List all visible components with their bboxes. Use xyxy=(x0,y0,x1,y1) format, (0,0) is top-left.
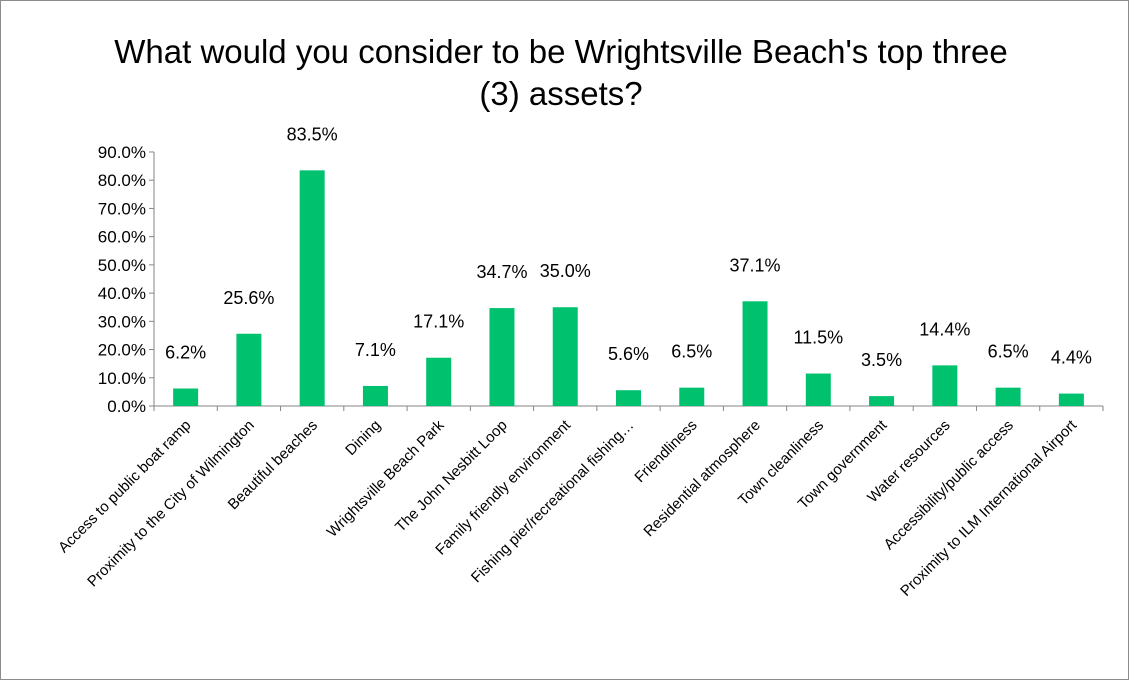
data-label: 6.5% xyxy=(988,342,1029,362)
data-label: 34.7% xyxy=(476,262,527,282)
category-label: Dining xyxy=(342,417,384,459)
data-label: 3.5% xyxy=(861,350,902,370)
y-tick-label: 10.0% xyxy=(98,369,146,388)
bar xyxy=(995,387,1021,406)
category-label: Accessibility/public access xyxy=(881,417,1017,553)
bar xyxy=(489,308,515,406)
y-tick-label: 50.0% xyxy=(98,256,146,275)
data-label: 83.5% xyxy=(287,124,338,144)
bar xyxy=(742,301,768,406)
bar xyxy=(679,387,705,406)
bar xyxy=(299,170,325,406)
category-label: Residential atmosphere xyxy=(640,417,763,540)
category-label: The John Nesbitt Loop xyxy=(392,417,511,536)
category-label: Access to public boat ramp xyxy=(55,417,194,556)
y-tick-label: 20.0% xyxy=(98,341,146,360)
bar xyxy=(1058,393,1084,406)
bar xyxy=(173,388,199,406)
y-tick-label: 80.0% xyxy=(98,171,146,190)
chart-title: What would you consider to be Wrightsvil… xyxy=(114,33,1008,112)
bar xyxy=(869,396,895,406)
y-tick-label: 30.0% xyxy=(98,312,146,331)
data-label: 6.5% xyxy=(671,342,712,362)
bar xyxy=(362,385,388,406)
bar xyxy=(616,390,641,406)
data-label: 37.1% xyxy=(730,255,781,275)
bar xyxy=(805,373,831,406)
data-label: 17.1% xyxy=(413,312,464,332)
y-tick-label: 0.0% xyxy=(107,397,146,416)
data-label: 35.0% xyxy=(540,261,591,281)
category-label: Wrightsville Beach Park xyxy=(324,416,448,540)
bar xyxy=(552,307,578,406)
bar xyxy=(426,357,452,406)
bar xyxy=(236,333,262,406)
y-tick-label: 90.0% xyxy=(98,143,146,162)
data-label: 7.1% xyxy=(355,340,396,360)
data-label: 14.4% xyxy=(919,319,970,339)
y-tick-label: 40.0% xyxy=(98,284,146,303)
category-label: Friendliness xyxy=(631,417,700,486)
data-label: 11.5% xyxy=(793,328,843,348)
data-label: 25.6% xyxy=(223,288,274,308)
category-label: Family friendly environment xyxy=(432,416,574,558)
data-label: 5.6% xyxy=(608,344,649,364)
bar xyxy=(932,365,958,406)
y-tick-label: 70.0% xyxy=(98,199,146,218)
data-label: 6.2% xyxy=(165,343,206,363)
data-label: 4.4% xyxy=(1051,348,1092,368)
y-tick-label: 60.0% xyxy=(98,228,146,247)
